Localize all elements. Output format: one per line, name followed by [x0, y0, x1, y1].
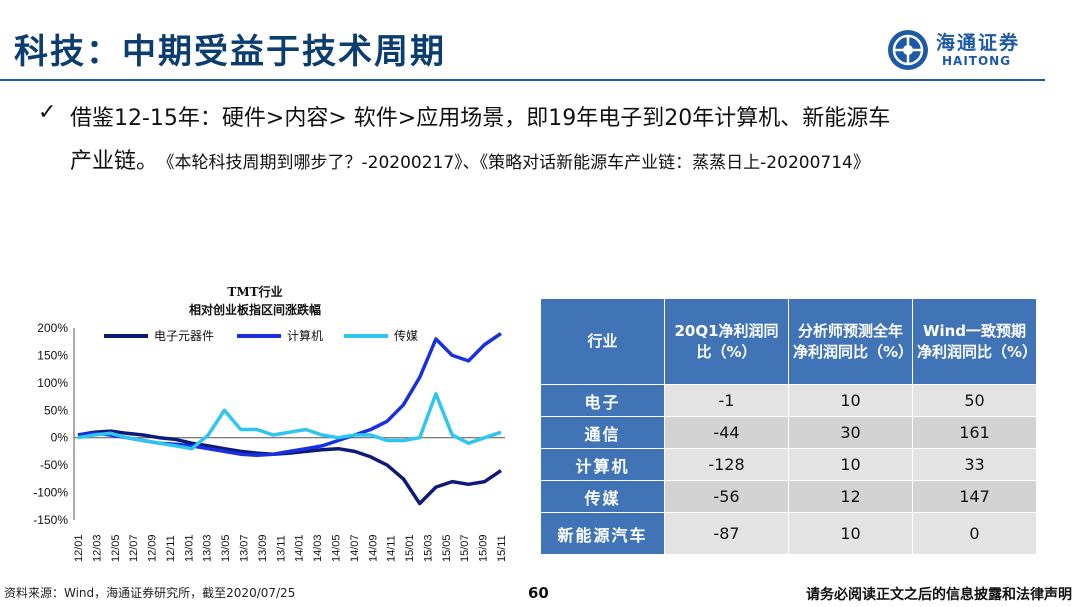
y-tick-label: 200%: [37, 321, 68, 335]
x-tick-label: 14/11: [386, 535, 398, 562]
table-header-q1: 20Q1净利润同比（%）: [664, 298, 789, 385]
x-tick-label: 14/05: [330, 534, 342, 562]
x-tick-label: 15/03: [422, 534, 434, 562]
table-cell-analyst: 30: [788, 416, 913, 449]
table-row: 传媒 -56 12 147: [540, 480, 1037, 513]
x-tick-label: 13/01: [183, 534, 195, 562]
y-tick-label: -50%: [40, 458, 68, 472]
table-cell-industry: 电子: [540, 384, 665, 417]
x-tick-label: 12/01: [73, 534, 85, 562]
x-tick-label: 14/03: [312, 534, 324, 562]
x-tick-label: 13/11: [275, 535, 287, 562]
table-cell-wind: 50: [912, 384, 1037, 417]
table-row: 计算机 -128 10 33: [540, 448, 1037, 481]
chart-canvas: 200% 150% 100% 50% 0% -50% -100% -150% 12/01 12/0…: [33, 321, 508, 562]
x-tick-label: 13/03: [202, 534, 214, 562]
x-tick-label: 12/07: [128, 534, 140, 562]
page-number: 60: [528, 584, 549, 602]
legend-label-1: 电子元器件: [154, 329, 214, 343]
bullet-text-line1: 借鉴12-15年：硬件>内容> 软件>应用场景，即19年电子到20年计算机、新能…: [70, 106, 891, 131]
legend-label-3: 传媒: [394, 328, 418, 343]
table-cell-q1: -1: [664, 384, 789, 417]
table-cell-analyst: 10: [788, 512, 913, 555]
profit-table: 行业 20Q1净利润同比（%） 分析师预测全年净利润同比（%） Wind一致预期…: [540, 298, 1037, 555]
table-cell-wind: 0: [912, 512, 1037, 555]
x-tick-label: 13/09: [257, 534, 269, 562]
x-tick-label: 15/05: [441, 534, 453, 562]
table-cell-industry: 新能源汽车: [540, 512, 665, 555]
x-tick-label: 12/09: [147, 534, 159, 562]
table-cell-industry: 传媒: [540, 480, 665, 513]
table-header-industry: 行业: [540, 298, 665, 385]
tmt-chart: TMT行业 相对创业板指区间涨跌幅 200% 150% 100% 50% 0% -50% -…: [0, 275, 520, 575]
table-row: 新能源汽车 -87 10 0: [540, 512, 1037, 555]
table-row: 通信 -44 30 161: [540, 416, 1037, 449]
haitong-emblem-icon: [888, 30, 928, 70]
report-references: 《本轮科技周期到哪步了？-20200217》、《策略对话新能源车产业链：蒸蒸日上…: [166, 153, 870, 173]
table-cell-q1: -44: [664, 416, 789, 449]
x-tick-label: 12/11: [165, 535, 177, 562]
y-tick-label: 150%: [37, 348, 68, 362]
table-cell-analyst: 10: [788, 448, 913, 481]
x-tick-label: 14/07: [349, 534, 361, 562]
table-cell-wind: 33: [912, 448, 1037, 481]
table-cell-industry: 通信: [540, 416, 665, 449]
x-tick-label: 13/05: [220, 534, 232, 562]
table-cell-q1: -128: [664, 448, 789, 481]
y-tick-label: 50%: [44, 403, 68, 417]
table-cell-q1: -56: [664, 480, 789, 513]
bullet-text-line2-main: 产业链。: [70, 149, 159, 174]
check-mark-icon: ✓: [38, 100, 57, 125]
x-tick-label: 15/07: [459, 534, 471, 562]
y-tick-label: 100%: [37, 376, 68, 390]
x-tick-label: 13/07: [239, 534, 251, 562]
table-header-wind: Wind一致预期净利润同比（%）: [912, 298, 1037, 385]
bullet-text-line2: 产业链。 《本轮科技周期到哪步了？-20200217》、《策略对话新能源车产业链：…: [70, 143, 870, 175]
table-cell-analyst: 10: [788, 384, 913, 417]
table-header-analyst: 分析师预测全年净利润同比（%）: [788, 298, 913, 385]
x-tick-label: 14/09: [367, 534, 379, 562]
company-logo: 海通证券 HAITONG: [888, 28, 1048, 72]
page-title: 科技：中期受益于技术周期: [14, 32, 446, 72]
logo-english-name: HAITONG: [942, 54, 1012, 68]
table-cell-analyst: 12: [788, 480, 913, 513]
header-divider: [0, 79, 1045, 81]
x-tick-label: 12/03: [91, 534, 103, 562]
table-cell-industry: 计算机: [540, 448, 665, 481]
x-tick-label: 15/11: [496, 535, 508, 562]
footer-source: 资料来源：Wind，海通证券研究所，截至2020/07/25: [4, 586, 296, 600]
x-tick-label: 15/09: [478, 534, 490, 562]
chart-title: TMT行业: [227, 285, 283, 299]
x-tick-label: 15/01: [404, 534, 416, 562]
x-tick-label: 12/05: [110, 534, 122, 562]
logo-chinese-name: 海通证券: [936, 32, 1021, 54]
y-tick-label: 0%: [51, 431, 69, 445]
x-tick-label: 14/01: [294, 534, 306, 562]
chart-subtitle: 相对创业板指区间涨跌幅: [188, 303, 321, 317]
table-cell-wind: 161: [912, 416, 1037, 449]
series-line-3: [77, 392, 502, 451]
table-row: 电子 -1 10 50: [540, 384, 1037, 417]
table-cell-wind: 147: [912, 480, 1037, 513]
footer-legal-notice: 请务必阅读正文之后的信息披露和法律声明: [806, 587, 1072, 603]
y-tick-label: -100%: [33, 486, 68, 500]
table-cell-q1: -87: [664, 512, 789, 555]
y-tick-label: -150%: [33, 513, 68, 527]
legend-label-2: 计算机: [287, 328, 323, 343]
